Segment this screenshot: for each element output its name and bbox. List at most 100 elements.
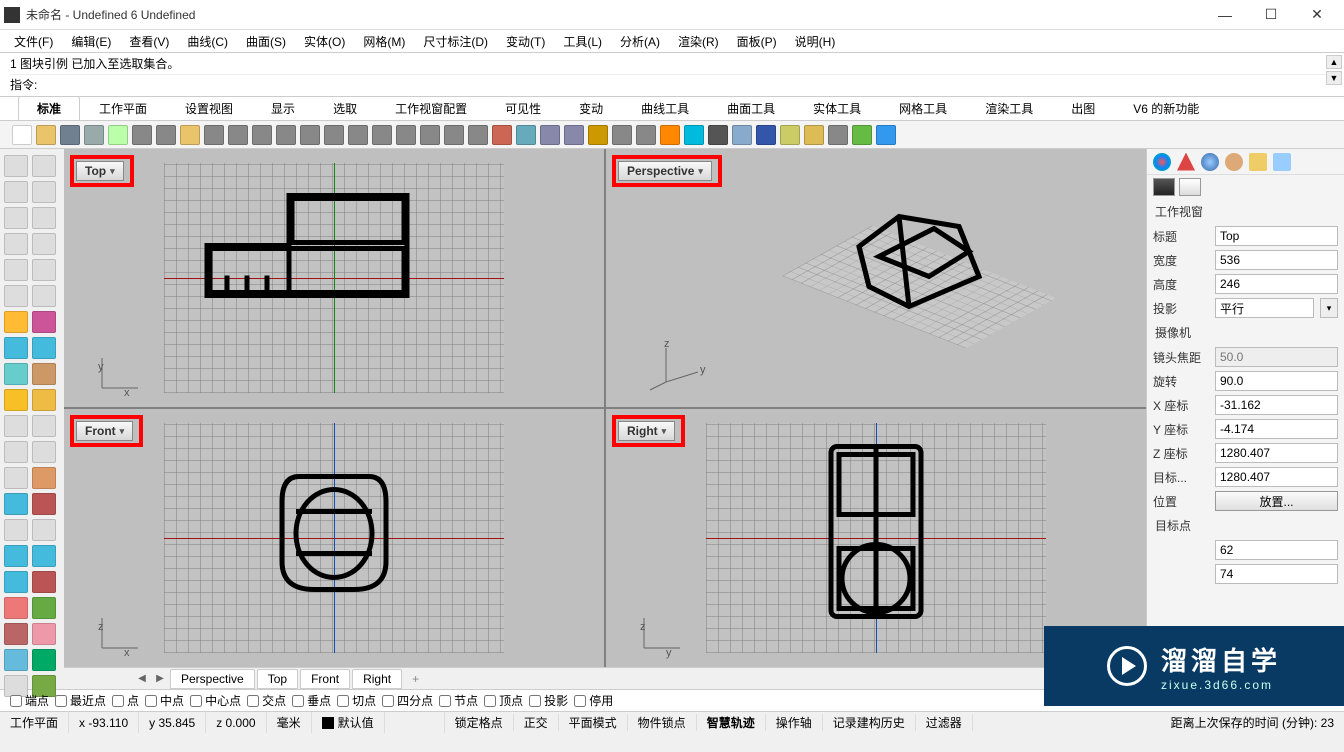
menu-item[interactable]: 编辑(E) <box>63 31 119 52</box>
tool-button[interactable] <box>32 519 56 541</box>
menu-item[interactable]: 渲染(R) <box>670 31 727 52</box>
tool-button[interactable] <box>32 363 56 385</box>
toolbar-tab[interactable]: 曲线工具 <box>622 96 708 120</box>
toolbar-button[interactable] <box>276 125 296 145</box>
toolbar-tab[interactable]: 曲面工具 <box>708 96 794 120</box>
tool-button[interactable] <box>4 233 28 255</box>
toolbar-button[interactable] <box>60 125 80 145</box>
status-plane[interactable]: 工作平面 <box>0 712 69 733</box>
toolbar-button[interactable] <box>420 125 440 145</box>
toolbar-button[interactable] <box>444 125 464 145</box>
tool-button[interactable] <box>32 493 56 515</box>
viewport-top[interactable]: Top▾ yx <box>64 149 604 407</box>
tool-button[interactable] <box>4 259 28 281</box>
toolbar-tab[interactable]: 工作平面 <box>80 96 166 120</box>
maximize-button[interactable]: ☐ <box>1248 0 1294 30</box>
status-toggle[interactable]: 平面模式 <box>559 714 628 731</box>
minimize-button[interactable]: — <box>1202 0 1248 30</box>
tool-button[interactable] <box>32 259 56 281</box>
toolbar-button[interactable] <box>228 125 248 145</box>
status-toggle[interactable]: 过滤器 <box>916 714 973 731</box>
camera-icon[interactable] <box>1153 178 1175 196</box>
status-toggle[interactable]: 智慧轨迹 <box>697 714 766 731</box>
toolbar-button[interactable] <box>852 125 872 145</box>
status-unit[interactable]: 毫米 <box>267 712 312 733</box>
toolbar-button[interactable] <box>588 125 608 145</box>
toolbar-button[interactable] <box>372 125 392 145</box>
prop-proj-value[interactable]: 平行 <box>1215 298 1314 318</box>
toolbar-button[interactable] <box>684 125 704 145</box>
toolbar-button[interactable] <box>324 125 344 145</box>
toolbar-button[interactable] <box>708 125 728 145</box>
cmd-scroll-up[interactable]: ▲ <box>1326 55 1342 69</box>
toolbar-tab[interactable]: 设置视图 <box>166 96 252 120</box>
tool-button[interactable] <box>32 155 56 177</box>
toolbar-button[interactable] <box>876 125 896 145</box>
tool-button[interactable] <box>4 207 28 229</box>
viewport-front-label[interactable]: Front <box>85 424 116 438</box>
tool-button[interactable] <box>4 441 28 463</box>
tool-button[interactable] <box>32 545 56 567</box>
cam-x-value[interactable]: -31.162 <box>1215 395 1338 415</box>
toolbar-button[interactable] <box>84 125 104 145</box>
viewport-tab[interactable]: Perspective <box>170 669 255 689</box>
library-icon[interactable] <box>1249 153 1267 171</box>
osnap-option[interactable]: 端点 <box>10 692 49 709</box>
toolbar-button[interactable] <box>804 125 824 145</box>
toolbar-tab[interactable]: 标准 <box>18 96 80 120</box>
menu-item[interactable]: 说明(H) <box>787 31 844 52</box>
toolbar-tab[interactable]: 网格工具 <box>880 96 966 120</box>
menu-item[interactable]: 尺寸标注(D) <box>415 31 496 52</box>
tool-button[interactable] <box>32 571 56 593</box>
menu-item[interactable]: 曲线(C) <box>179 31 236 52</box>
tool-button[interactable] <box>32 337 56 359</box>
target-value-2[interactable]: 74 <box>1215 564 1338 584</box>
osnap-option[interactable]: 交点 <box>247 692 286 709</box>
view-icon[interactable] <box>1179 178 1201 196</box>
lights-icon[interactable] <box>1225 153 1243 171</box>
viewport-perspective-label[interactable]: Perspective <box>627 164 694 178</box>
status-toggle[interactable]: 操作轴 <box>766 714 823 731</box>
viewport-tab[interactable]: Right <box>352 669 402 689</box>
toolbar-tab[interactable]: 工作视窗配置 <box>376 96 486 120</box>
toolbar-tab[interactable]: 渲染工具 <box>966 96 1052 120</box>
menu-item[interactable]: 查看(V) <box>121 31 177 52</box>
toolbar-button[interactable] <box>468 125 488 145</box>
tool-button[interactable] <box>32 389 56 411</box>
viewport-tab[interactable]: Top <box>257 669 298 689</box>
tool-button[interactable] <box>4 155 28 177</box>
toolbar-button[interactable] <box>636 125 656 145</box>
tool-button[interactable] <box>4 389 28 411</box>
osnap-option[interactable]: 投影 <box>529 692 568 709</box>
status-toggle[interactable]: 正交 <box>514 714 559 731</box>
status-toggle[interactable]: 记录建构历史 <box>823 714 916 731</box>
toolbar-button[interactable] <box>780 125 800 145</box>
tool-button[interactable] <box>32 311 56 333</box>
toolbar-button[interactable] <box>396 125 416 145</box>
menu-item[interactable]: 面板(P) <box>729 31 785 52</box>
cam-rot-value[interactable]: 90.0 <box>1215 371 1338 391</box>
toolbar-tab[interactable]: 出图 <box>1052 96 1114 120</box>
status-toggle[interactable]: 锁定格点 <box>445 714 514 731</box>
prop-title-value[interactable]: Top <box>1215 226 1338 246</box>
toolbar-button[interactable] <box>828 125 848 145</box>
toolbar-button[interactable] <box>540 125 560 145</box>
osnap-option[interactable]: 最近点 <box>55 692 106 709</box>
toolbar-tab[interactable]: 可见性 <box>486 96 560 120</box>
close-button[interactable]: ✕ <box>1294 0 1340 30</box>
toolbar-tab[interactable]: V6 的新功能 <box>1114 96 1218 120</box>
help-icon[interactable] <box>1273 153 1291 171</box>
cam-z-value[interactable]: 1280.407 <box>1215 443 1338 463</box>
viewport-right-label[interactable]: Right <box>627 424 658 438</box>
tool-button[interactable] <box>4 337 28 359</box>
command-input[interactable] <box>41 76 1334 94</box>
prop-height-value[interactable]: 246 <box>1215 274 1338 294</box>
osnap-option[interactable]: 停用 <box>574 692 613 709</box>
toolbar-button[interactable] <box>204 125 224 145</box>
tool-button[interactable] <box>32 467 56 489</box>
tool-button[interactable] <box>4 467 28 489</box>
toolbar-button[interactable] <box>612 125 632 145</box>
tool-button[interactable] <box>4 571 28 593</box>
tool-button[interactable] <box>4 623 28 645</box>
toolbar-button[interactable] <box>348 125 368 145</box>
